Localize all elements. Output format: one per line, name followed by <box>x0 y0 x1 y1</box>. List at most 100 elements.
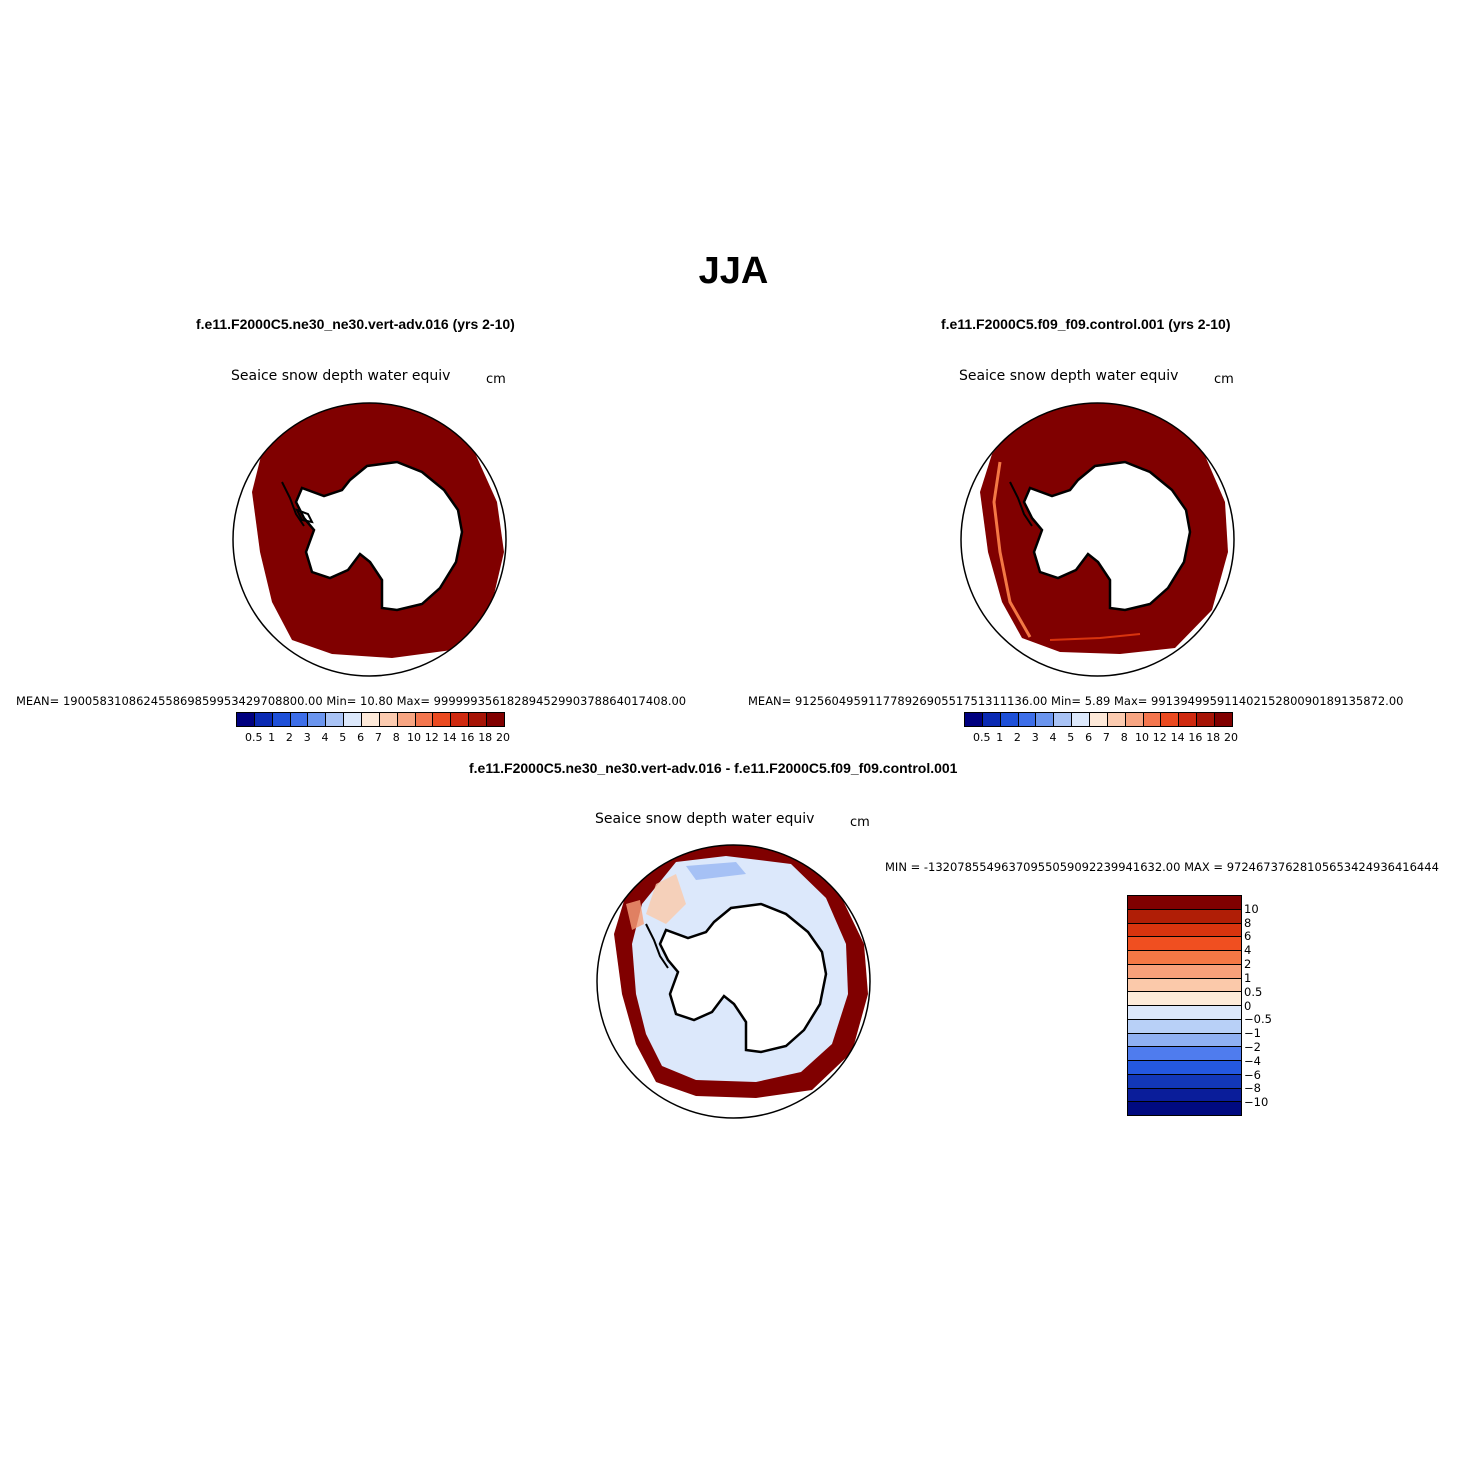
panel1-colorbar-tick-label: 20 <box>496 731 510 744</box>
panel1-colorbar-tick-label: 0.5 <box>245 731 263 744</box>
panel2-colorbar-tick-label: 14 <box>1170 731 1185 744</box>
panel1-colorbar-ticks: 0.5 1 2 3 4 5 6 7 8 10 12 14 16 18 20 <box>236 731 510 745</box>
panel2-colorbar-ticks: 0.5 1 2 3 4 5 6 7 8 10 12 14 16 18 20 <box>964 731 1238 745</box>
panel2-colorbar-swatch <box>1000 713 1019 726</box>
panel3-colorbar-tick-label: 2 <box>1244 957 1252 972</box>
panel2-colorbar-tick-label: 10 <box>1135 731 1149 744</box>
panel3-units-label: cm <box>850 815 870 830</box>
panel2-colorbar-swatch <box>1036 713 1055 726</box>
panel3-colorbar-tick-label: −10 <box>1244 1095 1269 1110</box>
panel3-antarctica-land <box>658 902 828 1054</box>
figure-title: JJA <box>698 250 769 292</box>
panel3-colorbar-tick-label: 6 <box>1244 929 1252 944</box>
panel3-colorbar <box>1127 895 1242 1116</box>
panel3-colorbar-swatch <box>1128 937 1241 951</box>
panel1-colorbar-tick-label: 5 <box>339 731 347 744</box>
panel2-colorbar-tick-label: 20 <box>1224 731 1238 744</box>
panel3-colorbar-swatch <box>1128 909 1241 924</box>
panel2-colorbar-tick-label: 1 <box>996 731 1004 744</box>
panel1-case-title: f.e11.F2000C5.ne30_ne30.vert-adv.016 (yr… <box>196 316 515 332</box>
panel3-colorbar-tick-label: 0 <box>1244 998 1252 1013</box>
panel1-colorbar-swatch <box>487 713 504 726</box>
panel1-polar-map <box>232 402 507 677</box>
panel2-colorbar-tick-label: 4 <box>1049 731 1057 744</box>
panel1-colorbar-swatch <box>290 713 309 726</box>
panel2-colorbar-tick-label: 2 <box>1013 731 1021 744</box>
panel1-colorbar-swatch <box>254 713 273 726</box>
panel1-colorbar-tick-label: 12 <box>424 731 439 744</box>
panel3-colorbar-swatch <box>1128 923 1241 938</box>
panel3-colorbar-swatch <box>1128 1061 1241 1075</box>
panel3-case-title: f.e11.F2000C5.ne30_ne30.vert-adv.016 - f… <box>469 760 958 776</box>
panel2-units-label: cm <box>1214 372 1234 387</box>
panel2-polar-map <box>960 402 1235 677</box>
panel1-colorbar-swatch <box>308 713 327 726</box>
panel1-colorbar-tick-label: 10 <box>407 731 421 744</box>
panel3-colorbar-tick-label: −2 <box>1244 1039 1261 1054</box>
panel2-colorbar-swatch <box>1179 713 1198 726</box>
panel1-colorbar-tick-label: 4 <box>321 731 329 744</box>
panel3-colorbar-tick-label: −8 <box>1244 1081 1261 1096</box>
panel3-colorbar-swatch <box>1128 896 1241 910</box>
panel2-colorbar-swatch <box>982 713 1001 726</box>
panel3-polar-map <box>596 844 871 1119</box>
panel1-colorbar-swatch <box>397 713 416 726</box>
panel1-colorbar-swatch <box>326 713 345 726</box>
panel3-colorbar-tick-label: −4 <box>1244 1053 1261 1068</box>
panel1-colorbar-tick-label: 16 <box>460 731 475 744</box>
panel1-colorbar-tick-label: 2 <box>285 731 293 744</box>
panel2-colorbar <box>964 712 1233 727</box>
panel3-colorbar-tick-label: −0.5 <box>1244 1012 1272 1027</box>
panel1-colorbar-swatch <box>362 713 380 726</box>
panel3-colorbar-swatch <box>1128 1006 1241 1020</box>
panel1-units-label: cm <box>486 372 506 387</box>
panel3-colorbar-swatch <box>1128 1074 1241 1089</box>
panel3-colorbar-tick-label: 0.5 <box>1244 984 1263 999</box>
panel1-colorbar-swatch <box>237 713 255 726</box>
panel2-colorbar-swatch <box>1054 713 1073 726</box>
panel3-colorbar-swatch <box>1128 992 1241 1006</box>
panel1-colorbar-tick-label: 18 <box>478 731 493 744</box>
panel1-colorbar-swatch <box>469 713 488 726</box>
panel2-colorbar-swatch <box>965 713 983 726</box>
panel3-colorbar-swatch <box>1128 978 1241 993</box>
panel2-colorbar-tick-label: 8 <box>1120 731 1128 744</box>
panel1-colorbar-swatch <box>451 713 470 726</box>
panel2-colorbar-swatch <box>1215 713 1232 726</box>
panel1-colorbar-tick-label: 7 <box>374 731 382 744</box>
panel2-case-title: f.e11.F2000C5.f09_f09.control.001 (yrs 2… <box>941 316 1231 332</box>
panel2-colorbar-swatch <box>1090 713 1108 726</box>
panel3-stats: MIN = -132078554963709550590922399416​32… <box>885 860 1439 874</box>
panel3-colorbar-tick-label: 1 <box>1244 970 1252 985</box>
panel2-colorbar-swatch <box>1161 713 1180 726</box>
panel3-colorbar-swatch <box>1128 964 1241 979</box>
panel2-colorbar-tick-label: 0.5 <box>973 731 991 744</box>
panel2-colorbar-swatch <box>1018 713 1037 726</box>
panel2-colorbar-tick-label: 6 <box>1085 731 1093 744</box>
panel2-colorbar-tick-label: 7 <box>1102 731 1110 744</box>
panel2-variable-label: Seaice snow depth water equiv <box>959 368 1179 384</box>
panel3-colorbar-tick-label: −6 <box>1244 1067 1261 1082</box>
panel1-stats: MEAN= 190058310862455869859953429708800.… <box>16 694 687 708</box>
panel3-colorbar-swatch <box>1128 1088 1241 1103</box>
panel3-colorbar-tick-label: 4 <box>1244 943 1252 958</box>
panel1-colorbar-swatch <box>344 713 363 726</box>
panel2-colorbar-tick-label: 16 <box>1188 731 1203 744</box>
panel3-colorbar-swatch <box>1128 1019 1241 1034</box>
panel2-colorbar-swatch <box>1143 713 1162 726</box>
panel3-colorbar-tick-label: 10 <box>1244 901 1259 916</box>
panel3-colorbar-swatch <box>1128 1033 1241 1048</box>
panel1-colorbar-swatch <box>415 713 434 726</box>
panel2-colorbar-swatch <box>1107 713 1126 726</box>
panel2-colorbar-swatch <box>1125 713 1144 726</box>
panel1-colorbar-swatch <box>433 713 452 726</box>
panel2-colorbar-swatch <box>1197 713 1216 726</box>
panel2-colorbar-tick-label: 5 <box>1067 731 1075 744</box>
panel2-stats: MEAN= 91256049591177892690551751311136.0… <box>748 694 1404 708</box>
panel3-colorbar-swatch <box>1128 1102 1241 1115</box>
panel1-variable-label: Seaice snow depth water equiv <box>231 368 451 384</box>
panel1-colorbar-swatch <box>379 713 398 726</box>
panel2-colorbar-swatch <box>1072 713 1091 726</box>
panel3-variable-label: Seaice snow depth water equiv <box>595 811 815 827</box>
panel2-colorbar-tick-label: 12 <box>1152 731 1167 744</box>
